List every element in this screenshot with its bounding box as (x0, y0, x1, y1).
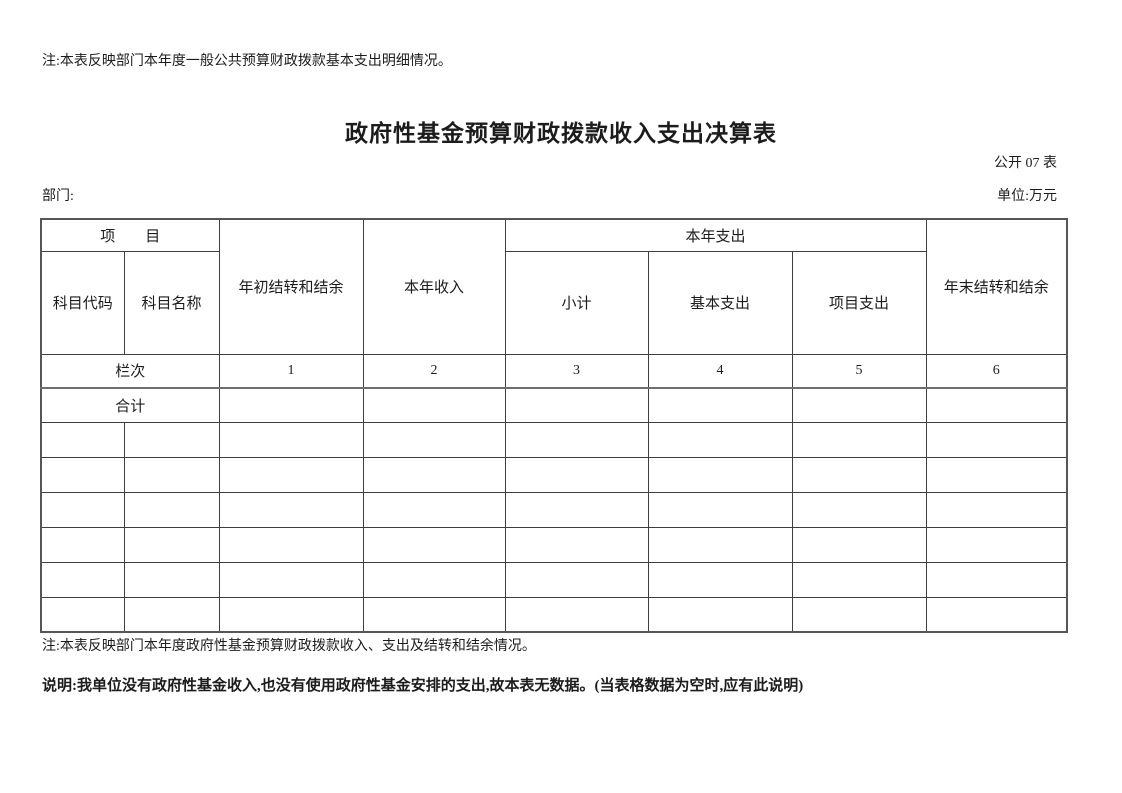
empty-cell (647, 526, 793, 563)
empty-cell (362, 421, 506, 458)
column-index-label: 栏次 (40, 353, 220, 389)
empty-cell (362, 491, 506, 528)
total-cell-3 (504, 387, 649, 423)
empty-cell (791, 596, 927, 633)
column-index-row: 栏次 1 2 3 4 5 6 (40, 353, 1068, 389)
header-subtotal: 小计 (504, 250, 649, 355)
empty-cell (647, 491, 793, 528)
empty-cell (123, 491, 220, 528)
empty-cell (791, 526, 927, 563)
empty-cell (504, 561, 649, 598)
header-basic-expense: 基本支出 (647, 250, 793, 355)
column-index-1: 1 (218, 353, 364, 389)
table-row (40, 491, 1068, 528)
empty-cell (791, 491, 927, 528)
form-code-label: 公开 07 表 (994, 156, 1057, 171)
empty-cell (647, 561, 793, 598)
total-row: 合计 (40, 387, 1068, 423)
empty-cell (647, 596, 793, 633)
empty-cell (218, 561, 364, 598)
unit-label: 单位:万元 (997, 189, 1057, 204)
column-index-5: 5 (791, 353, 927, 389)
empty-cell (123, 561, 220, 598)
empty-cell (40, 561, 125, 598)
empty-cell (791, 561, 927, 598)
gov-fund-budget-table: 项 目 年初结转和结余 本年收入 本年支出 年末结转和结余 科目代码 科目名称 … (40, 218, 1069, 633)
empty-cell (218, 491, 364, 528)
header-project-expense: 项目支出 (791, 250, 927, 355)
empty-cell (40, 526, 125, 563)
empty-cell (362, 596, 506, 633)
empty-cell (504, 491, 649, 528)
statement-note: 说明:我单位没有政府性基金收入,也没有使用政府性基金安排的支出,故本表无数据。(… (42, 678, 804, 694)
empty-cell (791, 421, 927, 458)
empty-cell (40, 596, 125, 633)
empty-cell (925, 456, 1068, 493)
empty-cell (123, 596, 220, 633)
empty-cell (362, 526, 506, 563)
empty-cell (925, 561, 1068, 598)
header-end-balance: 年末结转和结余 (925, 218, 1068, 355)
table-row (40, 526, 1068, 563)
empty-cell (40, 456, 125, 493)
empty-cell (362, 561, 506, 598)
empty-cell (218, 456, 364, 493)
empty-cell (40, 421, 125, 458)
table-row (40, 456, 1068, 493)
column-index-2: 2 (362, 353, 506, 389)
empty-cell (362, 456, 506, 493)
empty-cell (504, 526, 649, 563)
empty-cell (123, 456, 220, 493)
empty-cell (218, 596, 364, 633)
empty-cell (218, 526, 364, 563)
total-cell-2 (362, 387, 506, 423)
empty-cell (123, 526, 220, 563)
header-row-groups: 项 目 年初结转和结余 本年收入 本年支出 年末结转和结余 (40, 218, 1068, 355)
header-project-group: 项 目 (40, 218, 220, 252)
header-current-expense-group: 本年支出 (504, 218, 927, 252)
table-body: 栏次 1 2 3 4 5 6 合计 (40, 353, 1068, 633)
empty-cell (218, 421, 364, 458)
header-current-income: 本年收入 (362, 218, 506, 355)
empty-cell (791, 456, 927, 493)
department-label: 部门: (42, 189, 74, 204)
column-index-6: 6 (925, 353, 1068, 389)
table-header: 项 目 年初结转和结余 本年收入 本年支出 年末结转和结余 科目代码 科目名称 … (40, 218, 1068, 355)
total-label: 合计 (40, 387, 220, 423)
empty-cell (504, 596, 649, 633)
total-cell-5 (791, 387, 927, 423)
empty-cell (925, 421, 1068, 458)
empty-cell (123, 421, 220, 458)
header-subject-name: 科目名称 (123, 250, 220, 355)
header-begin-balance: 年初结转和结余 (218, 218, 364, 355)
column-index-4: 4 (647, 353, 793, 389)
header-row-subcolumns: 科目代码 科目名称 小计 基本支出 项目支出 (40, 250, 1067, 355)
table-row (40, 421, 1068, 458)
empty-cell (40, 491, 125, 528)
total-cell-4 (647, 387, 793, 423)
bottom-note: 注:本表反映部门本年度政府性基金预算财政拨款收入、支出及结转和结余情况。 (42, 639, 536, 654)
empty-cell (925, 596, 1068, 633)
table-row (40, 596, 1068, 633)
total-cell-6 (925, 387, 1068, 423)
empty-cell (504, 421, 649, 458)
top-note: 注:本表反映部门本年度一般公共预算财政拨款基本支出明细情况。 (42, 54, 452, 69)
empty-cell (925, 491, 1068, 528)
empty-cell (504, 456, 649, 493)
empty-cell (647, 421, 793, 458)
empty-cell (647, 456, 793, 493)
total-cell-1 (218, 387, 364, 423)
table-row (40, 561, 1068, 598)
empty-cell (925, 526, 1068, 563)
header-subject-code: 科目代码 (40, 250, 125, 355)
page-title: 政府性基金预算财政拨款收入支出决算表 (345, 121, 777, 146)
column-index-3: 3 (504, 353, 649, 389)
